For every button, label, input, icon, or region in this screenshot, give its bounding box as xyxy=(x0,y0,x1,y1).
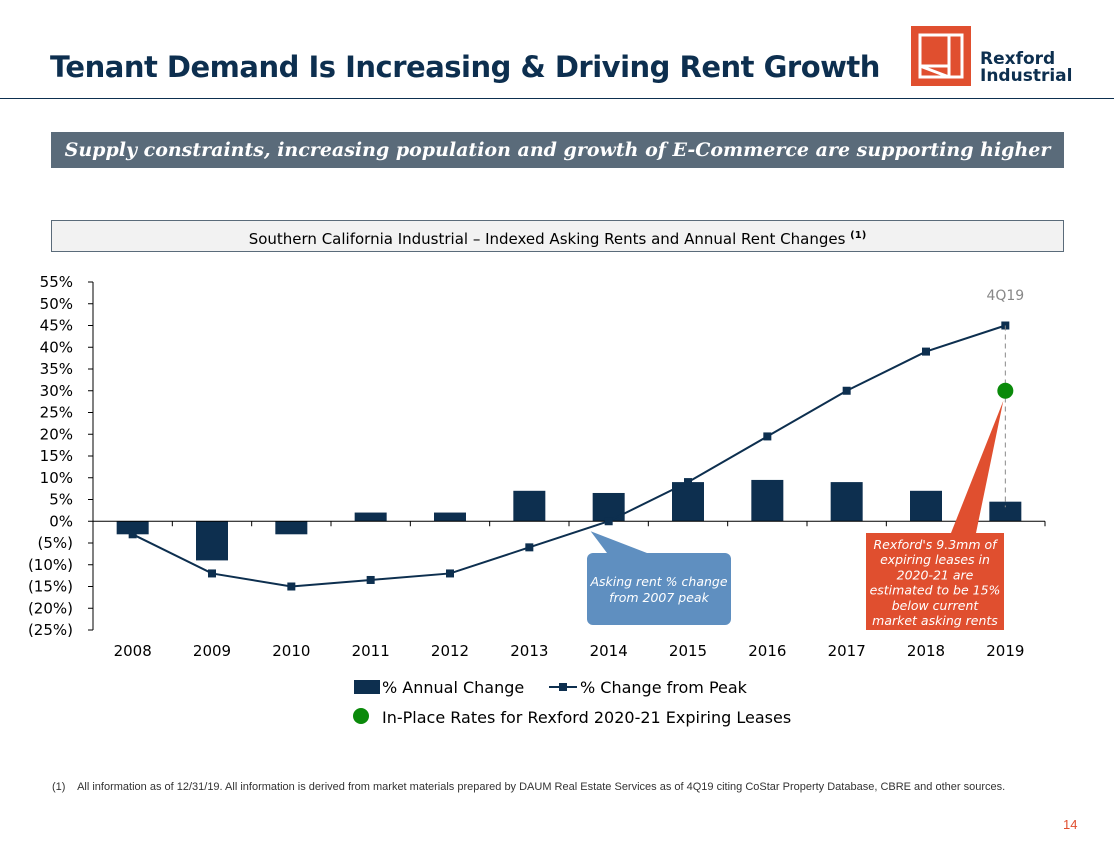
callout-orange-text: expiring leases in xyxy=(880,552,990,567)
line-point-2010 xyxy=(287,582,296,591)
y-tick-label: 50% xyxy=(40,295,73,313)
callout-orange-text: market asking rents xyxy=(872,613,998,628)
bar-2012 xyxy=(434,512,466,522)
x-tick-label: 2013 xyxy=(510,642,548,660)
y-tick-label: (25%) xyxy=(28,621,73,639)
line-point-2012 xyxy=(446,569,454,578)
y-tick-label: 30% xyxy=(40,382,73,400)
callout-orange-text: below current xyxy=(892,598,980,613)
x-tick-label: 2016 xyxy=(748,642,786,660)
logo-text: Rexford Industrial xyxy=(980,51,1072,85)
line-point-2017 xyxy=(842,386,851,395)
bar-2011 xyxy=(354,512,387,522)
x-tick-label: 2008 xyxy=(114,642,152,660)
line-point-2018 xyxy=(922,347,930,356)
footnote: (1) All information as of 12/31/19. All … xyxy=(52,781,1005,793)
line-point-2014 xyxy=(604,517,613,526)
x-tick-label: 2012 xyxy=(431,642,469,660)
y-tick-label: 20% xyxy=(40,425,73,443)
y-tick-label: 15% xyxy=(40,447,73,465)
y-tick-label: 25% xyxy=(40,404,73,422)
banner: Supply constraints, increasing populatio… xyxy=(51,132,1064,197)
line-point-2008 xyxy=(128,530,137,539)
bar-2013 xyxy=(513,490,546,522)
footnote-text: All information as of 12/31/19. All info… xyxy=(77,781,1006,793)
callout-orange-text: estimated to be 15% xyxy=(870,583,1001,598)
bar-2019 xyxy=(989,501,1022,522)
y-tick-label: 5% xyxy=(49,491,73,509)
x-tick-label: 2010 xyxy=(272,642,310,660)
bar-2009 xyxy=(196,521,228,561)
bar-2014 xyxy=(592,492,625,522)
callout-blue-pointer xyxy=(590,531,647,553)
callout-blue xyxy=(587,553,731,625)
line-point-2015 xyxy=(684,478,692,487)
y-tick-label: (10%) xyxy=(28,556,73,574)
x-tick-label: 2011 xyxy=(352,642,390,660)
x-tick-label: 2018 xyxy=(907,642,945,660)
bar-2008 xyxy=(116,521,149,535)
bar-2015 xyxy=(672,482,704,522)
chart-title-box: Southern California Industrial – Indexed… xyxy=(51,220,1064,252)
legend-swatch-annual-change xyxy=(354,680,380,694)
chart: (25%) (20%) (15%) (10%) (5%) 0% 5% 10% 15% 20% 25%… xyxy=(28,273,1046,727)
callout-orange xyxy=(866,533,1004,630)
x-tick-label: 2015 xyxy=(669,642,707,660)
y-tick-label: (20%) xyxy=(28,599,73,617)
y-tick-label: 35% xyxy=(40,360,73,378)
rexford-logo-icon xyxy=(911,26,971,86)
legend-swatch-marker-change-from-peak xyxy=(559,683,567,691)
legend-swatch-special-point xyxy=(353,708,369,724)
callout-orange-text: Rexford's 9.3mm of xyxy=(873,537,998,552)
y-tick-label: 10% xyxy=(40,469,73,487)
line-point-2009 xyxy=(208,569,216,578)
callout-blue-text: Asking rent % change xyxy=(589,574,727,589)
callout-orange-pointer xyxy=(951,400,1004,533)
legend-label-special-point: In-Place Rates for Rexford 2020-21 Expir… xyxy=(382,708,791,727)
header-divider xyxy=(0,98,1114,99)
page-title: Tenant Demand Is Increasing & Driving Re… xyxy=(50,50,880,84)
logo-line2: Industrial xyxy=(980,66,1073,86)
chart-title-note: (1) xyxy=(850,230,867,241)
last-point-label: 4Q19 xyxy=(986,288,1024,304)
line-point-2011 xyxy=(366,575,375,584)
y-tick-label: (15%) xyxy=(28,578,73,596)
page-number: 14 xyxy=(1063,817,1078,832)
x-tick-label: 2014 xyxy=(590,642,628,660)
line-point-2013 xyxy=(525,543,534,552)
x-tick-label: 2017 xyxy=(828,642,866,660)
y-tick-label: (5%) xyxy=(37,534,73,552)
series-line-change-from-peak xyxy=(132,324,1006,588)
x-tick-label: 2009 xyxy=(193,642,231,660)
chart-title: Southern California Industrial – Indexed… xyxy=(248,230,846,248)
callout-orange-text: 2020-21 are xyxy=(897,567,974,582)
y-tick-label: 45% xyxy=(40,317,73,335)
bar-2017 xyxy=(830,482,863,522)
line-point-2016 xyxy=(763,432,772,441)
y-tick-label: 55% xyxy=(40,273,73,291)
legend-label-change-from-peak: % Change from Peak xyxy=(580,678,748,697)
callout-blue-text: from 2007 peak xyxy=(609,590,709,605)
y-tick-label: 0% xyxy=(49,512,73,530)
bar-2016 xyxy=(751,479,784,522)
legend-label-annual-change: % Annual Change xyxy=(382,678,524,697)
bar-2018 xyxy=(910,490,942,522)
bar-2010 xyxy=(275,521,308,535)
y-tick-label: 40% xyxy=(40,338,73,356)
logo-line1: Rexford xyxy=(980,49,1056,69)
x-tick-label: 2019 xyxy=(986,642,1024,660)
footnote-marker: (1) xyxy=(52,781,66,793)
special-point-rexford xyxy=(997,382,1014,399)
